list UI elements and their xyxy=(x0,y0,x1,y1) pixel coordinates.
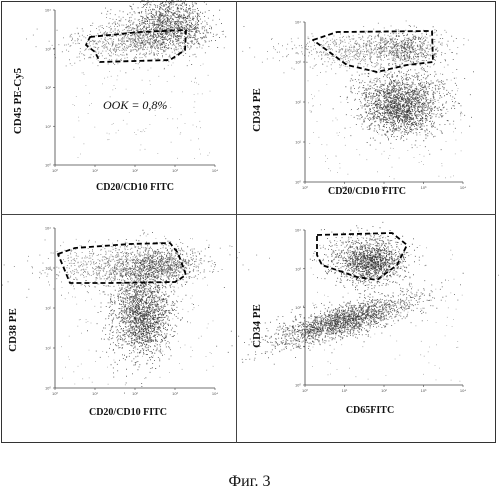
gate-outline xyxy=(312,30,434,73)
x-axis-label: CD20/CD10 FITC xyxy=(88,407,168,418)
background-events xyxy=(310,236,463,382)
cell-population xyxy=(98,238,225,291)
x-tick-label: 10³ xyxy=(421,388,427,393)
event-dots xyxy=(98,238,225,291)
y-tick-label: 10³ xyxy=(295,266,301,271)
event-dots xyxy=(340,235,405,286)
y-tick-label: 10⁴ xyxy=(295,228,301,233)
y-tick-label: 10⁴ xyxy=(45,226,51,231)
figure-caption: Фиг. 3 xyxy=(228,473,271,490)
event-dots xyxy=(242,20,469,75)
y-tick-label: 10⁰ xyxy=(295,180,301,185)
x-tick-label: 10³ xyxy=(172,391,178,396)
gate-percentage-annotation: OOK = 0,8% xyxy=(103,98,168,112)
y-tick-label: 10¹ xyxy=(45,346,51,351)
cell-population xyxy=(309,221,427,303)
x-axis-label: CD65FITC xyxy=(345,405,395,416)
event-dots xyxy=(309,221,427,303)
cell-population xyxy=(355,25,458,74)
y-tick-label: 10² xyxy=(45,306,51,311)
x-tick-label: 10⁴ xyxy=(460,185,466,190)
event-dots xyxy=(107,0,227,65)
x-tick-label: 10⁰ xyxy=(302,185,308,190)
x-tick-label: 10⁰ xyxy=(52,168,58,173)
x-tick-label: 10² xyxy=(132,391,138,396)
y-tick-label: 10² xyxy=(45,85,51,90)
x-tick-label: 10¹ xyxy=(342,185,348,190)
event-dots xyxy=(118,283,175,366)
x-axis-label: CD20/CD10 FITC xyxy=(327,186,407,197)
x-tick-label: 10² xyxy=(381,185,387,190)
x-tick-label: 10² xyxy=(381,388,387,393)
cell-population xyxy=(26,12,225,74)
y-tick-label: 10⁴ xyxy=(295,20,301,25)
y-tick-label: 10² xyxy=(295,100,301,105)
event-dots xyxy=(216,272,499,365)
y-axis-label: CD34 PE xyxy=(251,88,263,132)
y-tick-label: 10³ xyxy=(295,60,301,65)
panel-divider-vertical xyxy=(236,1,237,443)
gate-outline xyxy=(57,242,187,284)
event-dots xyxy=(26,12,225,74)
y-tick-label: 10⁴ xyxy=(45,8,51,13)
y-axis-label: CD45 PE-Cy5 xyxy=(12,67,24,135)
cell-population xyxy=(107,0,227,65)
x-tick-label: 10⁴ xyxy=(212,168,218,173)
y-tick-label: 10⁰ xyxy=(45,163,51,168)
event-dots xyxy=(355,25,458,74)
x-tick-label: 10⁴ xyxy=(212,391,218,396)
y-tick-label: 10³ xyxy=(45,46,51,51)
cell-population xyxy=(242,20,469,75)
panel-top-left: 10⁰ 10⁰ 10¹ 10¹ 10² 10² 10³ 10³ 10⁴ 10⁴ CD45 PE-C… xyxy=(0,0,245,215)
y-axis-label: CD38 PE xyxy=(7,308,19,352)
y-tick-label: 10² xyxy=(295,305,301,310)
x-tick-label: 10³ xyxy=(172,168,178,173)
cell-population xyxy=(2,233,270,298)
x-axis-label: CD20/CD10 FITC xyxy=(95,182,175,193)
y-tick-label: 10¹ xyxy=(295,140,301,145)
panel-top-right: 10⁰ 10⁰ 10¹ 10¹ 10² 10² 10³ 10³ 10⁴ 10⁴ CD34 PE C… xyxy=(237,0,497,215)
gate-outline xyxy=(316,232,408,281)
x-tick-label: 10⁰ xyxy=(52,391,58,396)
x-tick-label: 10⁰ xyxy=(302,388,308,393)
x-tick-label: 10⁴ xyxy=(460,388,466,393)
cell-population xyxy=(118,283,175,366)
panel-divider-horizontal xyxy=(1,214,496,215)
event-dots xyxy=(2,233,270,298)
x-tick-label: 10¹ xyxy=(342,388,348,393)
y-tick-label: 10³ xyxy=(45,266,51,271)
y-axis-label: CD34 PE xyxy=(251,304,263,348)
cell-population xyxy=(216,272,499,365)
y-tick-label: 10⁰ xyxy=(45,386,51,391)
x-tick-label: 10¹ xyxy=(92,168,98,173)
panel-bottom-left: 10⁰ 10⁰ 10¹ 10¹ 10² 10² 10³ 10³ 10⁴ 10⁴ CD38 PE C… xyxy=(0,215,270,443)
y-tick-label: 10¹ xyxy=(45,124,51,129)
x-tick-label: 10¹ xyxy=(92,391,98,396)
figure-frame xyxy=(1,1,496,443)
y-tick-label: 10⁰ xyxy=(295,383,301,388)
cell-population xyxy=(340,235,405,286)
x-tick-label: 10² xyxy=(132,168,138,173)
x-tick-label: 10³ xyxy=(421,185,427,190)
gate-outline xyxy=(85,29,187,63)
